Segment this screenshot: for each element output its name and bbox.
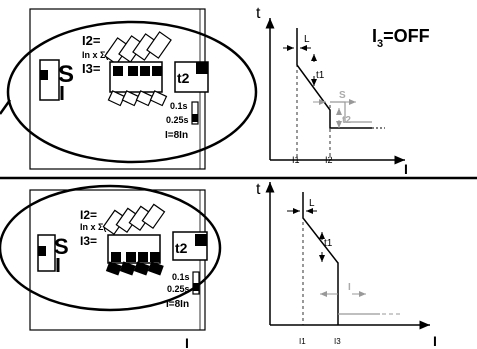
top-trip-curve: t I L t1 S t2 I1 I2: [256, 5, 430, 177]
t-axis-label: t: [256, 5, 261, 22]
selector-switch: S: [39, 59, 74, 101]
time-setting-2: 0.25s: [167, 284, 190, 294]
i2-tick-label: I2: [325, 155, 333, 165]
instant-formula: I=8In: [166, 299, 189, 310]
t1-label: t1: [316, 70, 325, 81]
setting-switch-block: [109, 61, 163, 93]
magnifier-ellipse: [0, 184, 222, 312]
time-switch: [191, 101, 199, 125]
instant-formula: I=8In: [165, 130, 188, 141]
trip-curve-grey: [330, 101, 372, 123]
dip-switch-top-row: [102, 203, 166, 236]
l-label: L: [309, 198, 315, 209]
i2-setting-label: I2=: [80, 208, 97, 222]
t2-selector-label: t2: [177, 70, 190, 86]
magnifier-ellipse: [6, 20, 258, 164]
dip-switch-bottom-row: [105, 261, 164, 276]
i1-tick-label: I1: [299, 337, 306, 346]
t2-selector: t2: [174, 61, 209, 93]
t2-curve-label: t2: [342, 115, 351, 126]
selector-switch: S: [37, 234, 69, 272]
t2-selector-label: t2: [175, 240, 188, 256]
t2-selector: t2: [172, 231, 208, 261]
i-curve-label: I: [348, 282, 351, 293]
t-axis-label: t: [256, 181, 261, 198]
i-axis-label: I: [404, 161, 408, 177]
i3-tick-label: I3: [334, 337, 341, 346]
i3-setting-label: I3=: [82, 61, 101, 76]
i1-tick-label: I1: [292, 155, 300, 165]
trip-curve-black: [302, 192, 339, 325]
time-setting-2: 0.25s: [166, 115, 189, 125]
i3-setting-label: I3=: [80, 234, 97, 248]
bottom-panel: S I2= In x Σ( I3= t2 0: [0, 181, 437, 349]
i-axis-label: I: [433, 333, 437, 349]
t1-label: t1: [324, 238, 333, 249]
inx-label: In x Σ(: [82, 50, 108, 60]
dip-switch-top-row: [104, 31, 172, 65]
i3-status-label: I3=OFF: [372, 26, 430, 50]
inx-label: In x Σ(: [80, 222, 106, 232]
trip-curve-black: [296, 28, 372, 129]
selector-mode-label: S: [54, 234, 69, 259]
svg-text:I3=OFF: I3=OFF: [372, 26, 430, 50]
i2-setting-label: I2=: [82, 33, 101, 48]
bottom-trip-curve: t I L t1 I I1 I3: [256, 181, 437, 349]
top-panel: S I2= In x Σ( I3=: [0, 5, 430, 177]
magnifier-handle: [0, 99, 12, 115]
time-setting-1: 0.1s: [172, 272, 190, 282]
selector-mode-label: S: [58, 61, 74, 88]
setting-switch-block: [107, 234, 161, 264]
dip-switch-bottom-row: [107, 90, 168, 107]
below-panel-label: I: [185, 335, 189, 349]
time-setting-1: 0.1s: [170, 101, 188, 111]
s-curve-label: S: [339, 90, 346, 101]
l-label: L: [304, 34, 310, 45]
